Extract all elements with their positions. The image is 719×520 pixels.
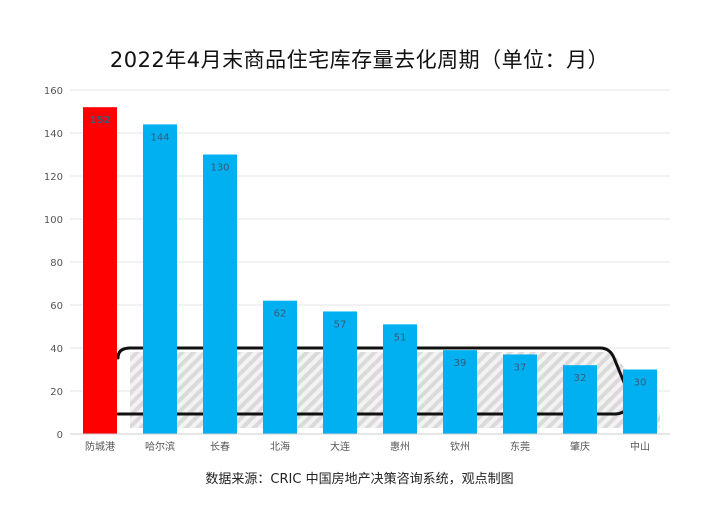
bars	[83, 107, 657, 435]
bar-6	[443, 350, 477, 434]
data-label-2: 130	[210, 163, 229, 174]
y-tick-label: 40	[50, 344, 63, 355]
data-label-4: 57	[334, 319, 347, 330]
data-label-7: 37	[514, 362, 527, 373]
y-tick-label: 60	[50, 301, 63, 312]
x-category-label: 东莞	[510, 440, 530, 453]
bar-0	[83, 107, 117, 434]
y-tick-label: 100	[44, 215, 63, 226]
x-axis-categories: 防城港 哈尔滨 长春 北海 大连 惠州 钦州 东莞 肇庆 中山	[85, 440, 650, 453]
bar-5	[383, 324, 417, 434]
x-category-label: 哈尔滨	[145, 440, 175, 453]
y-tick-label: 120	[44, 172, 63, 183]
y-tick-label: 140	[44, 129, 63, 140]
bar-9	[623, 369, 657, 434]
y-tick-label: 80	[50, 258, 63, 269]
bar-4	[323, 311, 357, 434]
data-label-3: 62	[274, 309, 287, 320]
y-axis-ticks: 0 20 40 60 80 100 120 140 160	[44, 86, 63, 441]
data-labels: 152 144 130 62 57 51 39 37 32 30	[90, 115, 647, 388]
y-tick-label: 160	[44, 86, 63, 97]
data-label-6: 39	[454, 358, 467, 369]
y-tick-label: 20	[50, 387, 63, 398]
x-category-label: 中山	[630, 440, 650, 453]
x-category-label: 钦州	[450, 441, 470, 453]
x-category-label: 惠州	[390, 440, 410, 453]
bar-2	[203, 154, 237, 434]
bar-3	[263, 300, 297, 434]
source-note: 数据来源：CRIC 中国房地产决策咨询系统，观点制图	[205, 472, 514, 487]
data-label-0: 152	[90, 115, 111, 126]
bar-1	[143, 124, 177, 435]
x-category-label: 长春	[210, 441, 230, 453]
x-category-label: 北海	[270, 440, 290, 453]
chart-title: 2022年4月末商品住宅库存量去化周期（单位：月）	[109, 48, 610, 72]
data-label-9: 30	[634, 378, 647, 389]
y-tick-label: 0	[57, 430, 63, 441]
data-label-1: 144	[150, 132, 169, 143]
data-label-5: 51	[394, 332, 407, 343]
bar-8	[563, 365, 597, 434]
bar-7	[503, 354, 537, 434]
x-category-label: 肇庆	[570, 440, 590, 453]
x-category-label: 防城港	[85, 440, 115, 453]
data-label-8: 32	[574, 373, 587, 384]
x-category-label: 大连	[330, 440, 350, 453]
